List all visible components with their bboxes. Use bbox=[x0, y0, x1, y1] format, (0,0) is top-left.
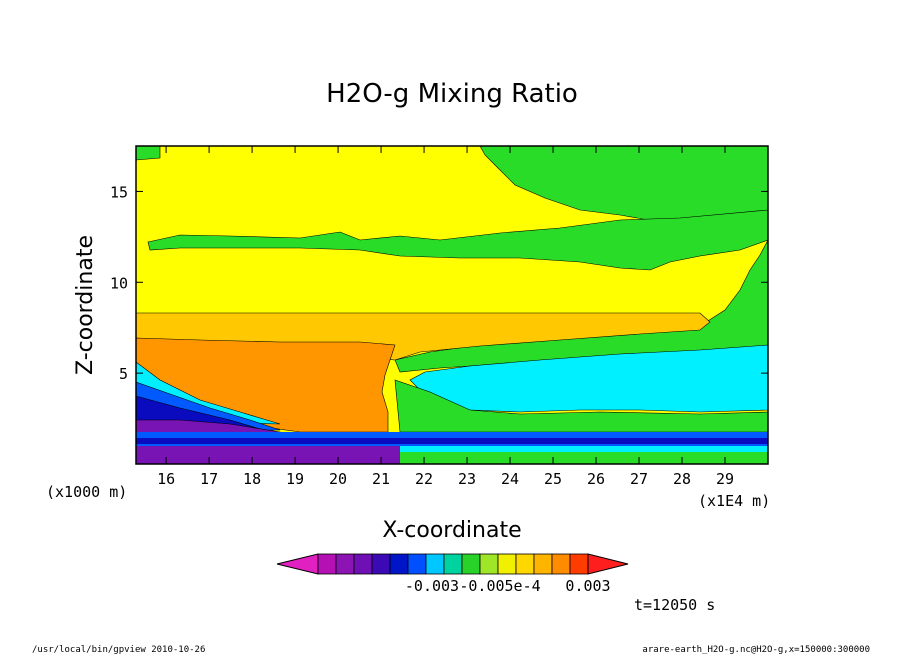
x-axis-label: X-coordinate bbox=[382, 518, 521, 543]
region-bottom-left-purple bbox=[136, 446, 400, 464]
colorbar-arrow-left bbox=[276, 553, 319, 575]
x-tick-label: 16 bbox=[157, 470, 175, 488]
colorbar-swatch bbox=[533, 553, 553, 575]
heatmap-field bbox=[136, 146, 768, 464]
region-green-topleft bbox=[136, 146, 161, 161]
colorbar-swatch bbox=[461, 553, 481, 575]
colorbar-swatch bbox=[353, 553, 373, 575]
x-tick-label: 27 bbox=[630, 470, 648, 488]
x-tick-label: 26 bbox=[587, 470, 605, 488]
y-tick-label: 10 bbox=[110, 274, 128, 292]
colorbar bbox=[276, 553, 629, 575]
x-axis-ticks: 16 17 18 19 20 21 22 23 24 25 26 27 28 29 bbox=[157, 146, 734, 488]
colorbar-swatch bbox=[443, 553, 463, 575]
x-tick-label: 20 bbox=[329, 470, 347, 488]
colorbar-arrow-right bbox=[587, 553, 629, 575]
x-unit-label: (x1E4 m) bbox=[698, 492, 770, 510]
x-tick-label: 18 bbox=[243, 470, 261, 488]
y-tick-label: 15 bbox=[110, 183, 128, 201]
colorbar-swatch bbox=[335, 553, 355, 575]
y-unit-label: (x1000 m) bbox=[46, 483, 127, 501]
time-annotation: t=12050 s bbox=[634, 596, 715, 614]
colorbar-label-1: -0.005e-4 bbox=[459, 577, 540, 595]
x-tick-label: 17 bbox=[200, 470, 218, 488]
footer-right: arare-earth_H2O-g.nc@H2O-g,x=150000:3000… bbox=[642, 645, 870, 654]
colorbar-tick-labels: -0.003 -0.005e-4 0.003 bbox=[405, 577, 611, 595]
region-green-band bbox=[147, 209, 768, 271]
region-surface-darkblue bbox=[136, 438, 768, 444]
colorbar-label-0: -0.003 bbox=[405, 577, 459, 595]
x-tick-label: 22 bbox=[415, 470, 433, 488]
x-tick-label: 29 bbox=[716, 470, 734, 488]
y-axis-label: Z-coordinate bbox=[73, 235, 98, 375]
colorbar-label-2: 0.003 bbox=[565, 577, 610, 595]
colorbar-swatch bbox=[515, 553, 535, 575]
y-tick-label: 5 bbox=[119, 365, 128, 383]
chart-title: H2O-g Mixing Ratio bbox=[326, 79, 578, 109]
region-bottom-green bbox=[400, 452, 768, 464]
x-tick-label: 28 bbox=[673, 470, 691, 488]
x-tick-label: 21 bbox=[372, 470, 390, 488]
colorbar-swatch bbox=[317, 553, 337, 575]
x-tick-label: 24 bbox=[501, 470, 519, 488]
colorbar-swatch bbox=[371, 553, 391, 575]
colorbar-swatch bbox=[497, 553, 517, 575]
plot-frame bbox=[135, 145, 769, 465]
colorbar-swatch bbox=[479, 553, 499, 575]
colorbar-swatch bbox=[569, 553, 589, 575]
x-tick-label: 25 bbox=[544, 470, 562, 488]
footer-left: /usr/local/bin/gpview 2010-10-26 bbox=[32, 645, 205, 654]
colorbar-swatch bbox=[551, 553, 571, 575]
colorbar-swatch bbox=[425, 553, 445, 575]
colorbar-swatch bbox=[389, 553, 409, 575]
region-green-upper-right bbox=[479, 146, 768, 223]
x-tick-label: 23 bbox=[458, 470, 476, 488]
colorbar-swatch bbox=[407, 553, 427, 575]
y-axis-ticks: 5 10 15 bbox=[110, 183, 768, 383]
x-tick-label: 19 bbox=[286, 470, 304, 488]
